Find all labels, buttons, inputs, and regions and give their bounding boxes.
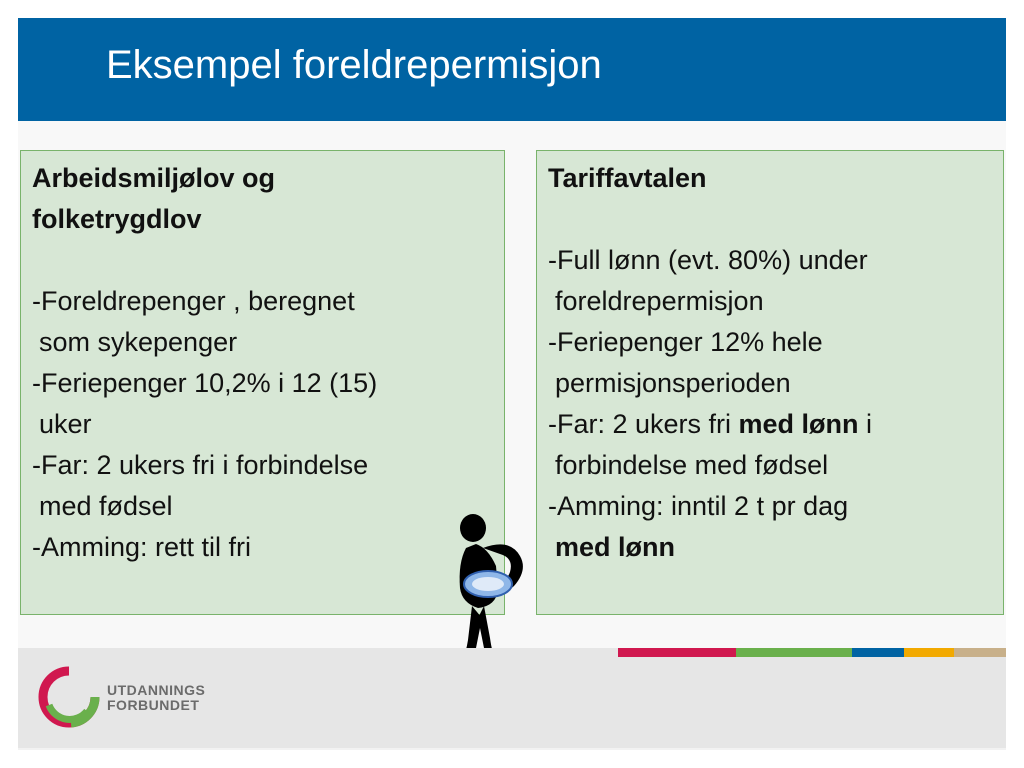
right-item-3-suffix: i <box>858 409 873 439</box>
spacer <box>548 199 993 240</box>
left-heading-line2: folketrygdlov <box>32 204 202 234</box>
stripe-tan <box>954 648 1006 657</box>
logo-line-2: FORBUNDET <box>107 697 200 713</box>
right-item-3-bold: med lønn <box>738 409 859 439</box>
right-item-2-cont: permisjonsperioden <box>555 368 791 398</box>
stripe-red <box>618 648 736 657</box>
logo-text: UTDANNINGS FORBUNDET <box>107 683 205 713</box>
stripe-yellow <box>904 648 954 657</box>
left-item-3-cont: med fødsel <box>39 491 173 521</box>
right-item-3-prefix: -Far: 2 ukers fri <box>548 409 739 439</box>
left-content-box: Arbeidsmiljølov og folketrygdlov -Foreld… <box>20 150 505 615</box>
left-item-2: -Feriepenger 10,2% i 12 (15) <box>32 368 378 398</box>
right-heading: Tariffavtalen <box>548 163 707 193</box>
left-item-2-cont: uker <box>39 409 92 439</box>
right-item-1: -Full lønn (evt. 80%) under <box>548 245 868 275</box>
left-item-3: -Far: 2 ukers fri i forbindelse <box>32 450 369 480</box>
right-item-3: -Far: 2 ukers fri med lønn i <box>548 404 993 445</box>
spacer <box>32 240 494 281</box>
stripe-green <box>736 648 852 657</box>
right-content-box: Tariffavtalen -Full lønn (evt. 80%) unde… <box>536 150 1004 615</box>
left-item-1-cont: som sykepenger <box>39 327 238 357</box>
logo-line-1: UTDANNINGS <box>107 682 206 698</box>
right-item-3-cont: forbindelse med fødsel <box>555 450 829 480</box>
stripe-blue <box>852 648 904 657</box>
utdanningsforbundet-logo-icon <box>38 666 100 728</box>
right-item-4: -Amming: inntil 2 t pr dag <box>548 491 849 521</box>
slide-title: Eksempel foreldrepermisjon <box>106 43 602 87</box>
title-bar <box>18 18 1006 121</box>
right-item-1-cont: foreldrepermisjon <box>555 286 764 316</box>
right-item-4-cont: med lønn <box>555 532 675 562</box>
footer-bar <box>18 648 1006 748</box>
right-item-2: -Feriepenger 12% hele <box>548 327 823 357</box>
left-item-1: -Foreldrepenger , beregnet <box>32 286 355 316</box>
left-item-4: -Amming: rett til fri <box>32 532 252 562</box>
left-heading-line1: Arbeidsmiljølov og <box>32 163 276 193</box>
